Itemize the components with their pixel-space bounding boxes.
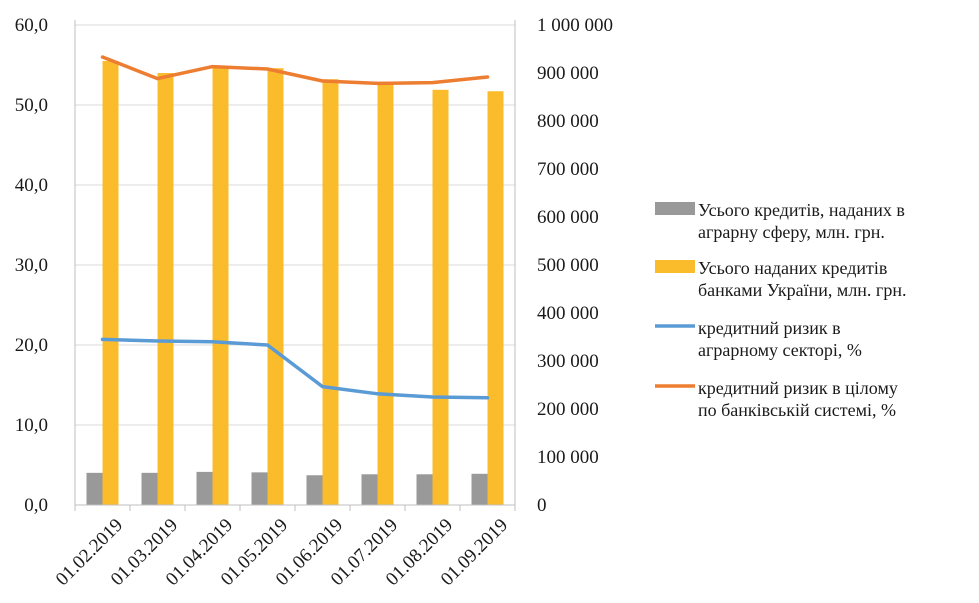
left-axis-tick-label: 40,0 [15, 175, 48, 196]
bar [157, 73, 174, 505]
bar [141, 472, 158, 505]
legend-label: Усього кредитів, наданих в [698, 200, 905, 220]
bar [251, 472, 268, 505]
x-axis-ticks: 01.02.201901.03.201901.04.201901.05.2019… [52, 515, 512, 590]
legend-label: кредитний ризик в [698, 318, 841, 338]
legend-label: аграрному секторі, % [698, 340, 862, 360]
legend-swatch [655, 260, 695, 273]
left-axis-tick-label: 50,0 [15, 95, 48, 116]
legend-label: по банківській системі, % [698, 400, 896, 420]
right-axis-ticks: 0 100 000 200 000 300 000 400 000 500 000 600 … [537, 15, 613, 516]
right-axis-tick-label: 100 000 [537, 447, 599, 468]
series-lines [100, 55, 490, 400]
right-axis-tick-label: 600 000 [537, 207, 599, 228]
bar [471, 473, 488, 505]
right-axis-tick-label: 800 000 [537, 111, 599, 132]
left-axis-tick-label: 10,0 [15, 415, 48, 436]
legend-label: банками України, млн. грн. [698, 280, 906, 300]
bar [196, 471, 213, 505]
bar [361, 474, 378, 505]
bar [322, 79, 339, 506]
right-axis-tick-label: 500 000 [537, 255, 599, 276]
axes [74, 20, 516, 511]
right-axis-tick-label: 900 000 [537, 63, 599, 84]
left-axis-ticks: 0,0 10,0 20,0 30,0 40,0 50,0 60,0 [15, 15, 48, 516]
right-axis-tick-label: 300 000 [537, 351, 599, 372]
series-line [100, 55, 490, 86]
bar [487, 91, 504, 506]
legend-label: Усього наданих кредитів [698, 258, 887, 278]
right-axis-tick-label: 400 000 [537, 303, 599, 324]
bar [267, 68, 284, 505]
bar [377, 81, 394, 505]
series-line [100, 337, 490, 400]
bar [432, 89, 449, 506]
left-axis-tick-label: 0,0 [24, 495, 48, 516]
right-axis-tick-label: 1 000 000 [537, 15, 613, 36]
legend-label: кредитний ризик в цілому [698, 378, 898, 398]
right-axis-tick-label: 700 000 [537, 159, 599, 180]
right-axis-tick-label: 200 000 [537, 399, 599, 420]
right-axis-tick-label: 0 [537, 495, 547, 516]
bars [86, 61, 504, 506]
legend-swatch [655, 202, 695, 215]
left-axis-tick-label: 20,0 [15, 335, 48, 356]
bar [212, 65, 229, 506]
left-axis-tick-label: 60,0 [15, 15, 48, 36]
left-axis-tick-label: 30,0 [15, 255, 48, 276]
bar [86, 472, 103, 505]
bar [102, 61, 119, 505]
bar [416, 474, 433, 505]
legend-label: аграрну сферу, млн. грн. [698, 222, 885, 242]
bar [306, 475, 323, 505]
